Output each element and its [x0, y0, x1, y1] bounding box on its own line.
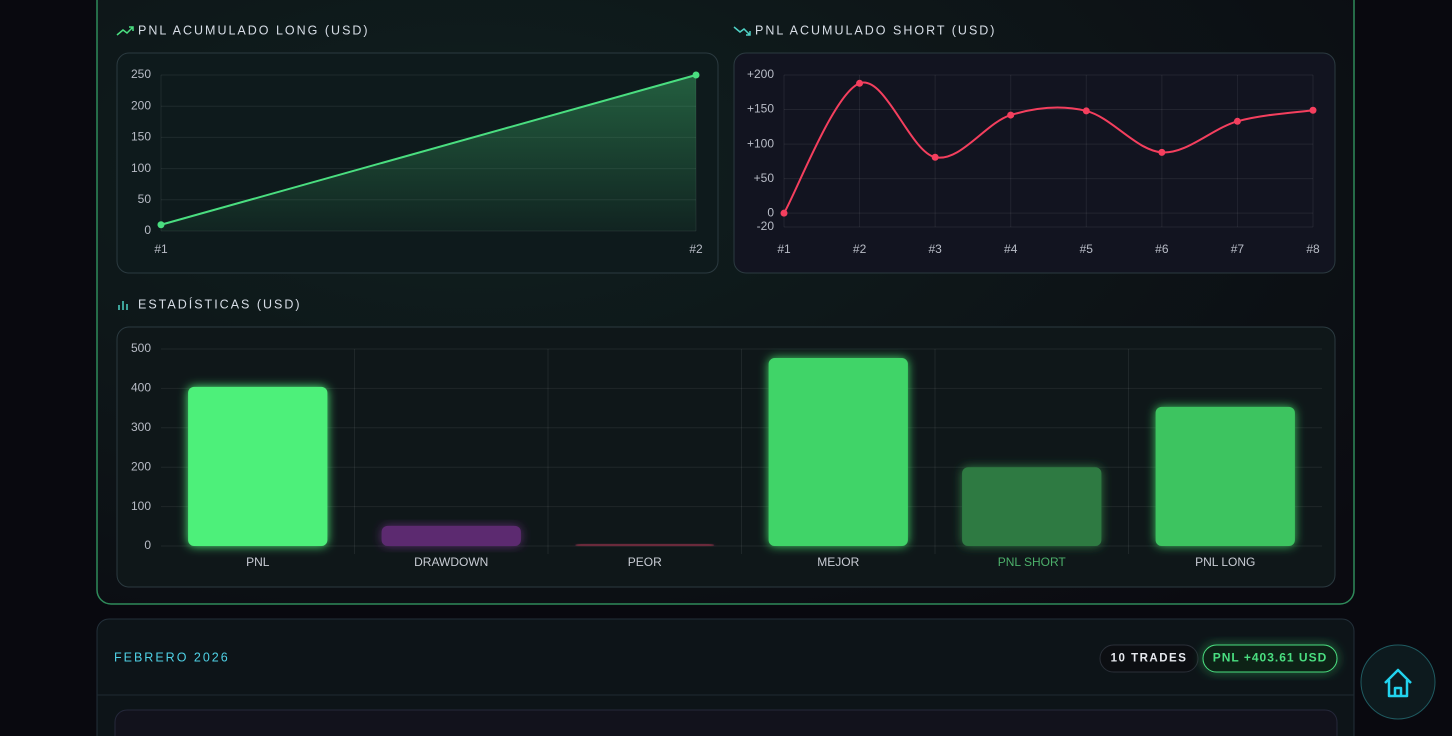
y-tick-label: 0	[144, 223, 151, 237]
point	[1007, 111, 1015, 119]
point	[157, 221, 165, 229]
y-tick-label: +50	[754, 171, 775, 185]
trade-card	[114, 709, 1338, 736]
y-tick-label: 100	[131, 161, 151, 175]
trend-down-icon	[733, 26, 751, 36]
month-title: FEBRERO 2026	[114, 650, 230, 664]
x-tick-label: #2	[853, 242, 867, 256]
x-tick-label: #1	[777, 242, 791, 256]
y-tick-label: 200	[131, 98, 151, 112]
bar	[1155, 406, 1295, 546]
point	[780, 209, 788, 217]
trend-up-icon	[116, 26, 134, 36]
bar	[768, 358, 908, 546]
pnl-badge-text: PNL +403.61 USD	[1213, 651, 1328, 665]
point	[1158, 148, 1166, 156]
y-tick-label: +100	[747, 136, 774, 150]
bar	[188, 386, 328, 546]
y-tick-label: 200	[131, 459, 151, 473]
point	[856, 79, 864, 87]
y-tick-label: 0	[144, 538, 151, 552]
x-tick-label: DRAWDOWN	[414, 555, 488, 569]
y-tick-label: 100	[131, 499, 151, 513]
x-tick-label: #5	[1080, 242, 1094, 256]
bar	[381, 525, 521, 546]
home-button[interactable]	[1360, 644, 1436, 720]
home-icon	[1384, 668, 1412, 698]
y-tick-label: 400	[131, 381, 151, 395]
x-tick-label: PNL	[246, 555, 270, 569]
y-tick-label: 300	[131, 420, 151, 434]
y-tick-label: 0	[767, 205, 774, 219]
y-tick-label: 250	[131, 67, 151, 81]
x-tick-label: #7	[1231, 242, 1245, 256]
trades-badge-text: 10 TRADES	[1111, 653, 1188, 665]
point	[1233, 117, 1241, 125]
area	[161, 75, 696, 231]
x-tick-label: PNL SHORT	[998, 555, 1067, 569]
y-tick-label: 500	[131, 341, 151, 355]
y-tick-label: 150	[131, 130, 151, 144]
month-panel	[96, 618, 1355, 736]
point	[1082, 107, 1090, 115]
x-tick-label: PEOR	[628, 555, 662, 569]
point	[931, 153, 939, 161]
x-tick-label: PNL LONG	[1195, 555, 1255, 569]
chart-title: ESTADÍSTICAS (USD)	[138, 296, 302, 311]
x-tick-label: #6	[1155, 242, 1169, 256]
chart-title: PNL ACUMULADO LONG (USD)	[138, 23, 370, 37]
y-tick-label: +200	[747, 67, 774, 81]
x-tick-label: #2	[689, 242, 703, 256]
pnl-badge	[1202, 644, 1338, 673]
x-tick-label: #8	[1306, 242, 1320, 256]
bar	[575, 544, 715, 546]
x-tick-label: #4	[1004, 242, 1018, 256]
x-tick-label: #1	[154, 242, 168, 256]
y-tick-label: 50	[138, 192, 152, 206]
y-tick-label: +150	[747, 102, 774, 116]
point	[692, 71, 700, 79]
point	[1309, 106, 1317, 114]
bar	[962, 467, 1102, 546]
trades-badge	[1099, 644, 1199, 673]
bar-icon	[118, 301, 128, 310]
chart-title: PNL ACUMULADO SHORT (USD)	[755, 23, 996, 37]
y-tick-label: -20	[757, 219, 775, 233]
x-tick-label: MEJOR	[817, 555, 859, 569]
chart-card	[733, 52, 1336, 274]
line	[160, 74, 697, 226]
x-tick-label: #3	[928, 242, 942, 256]
